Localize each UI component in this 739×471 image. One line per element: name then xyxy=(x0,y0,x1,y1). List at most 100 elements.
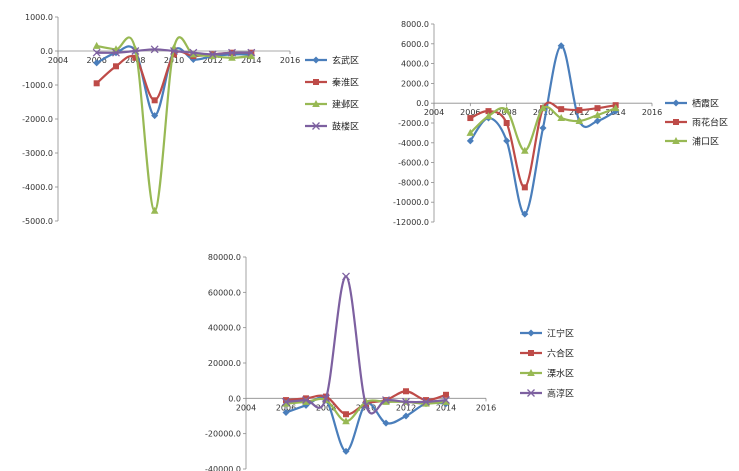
data-point xyxy=(402,412,410,420)
data-point xyxy=(228,48,236,57)
data-point xyxy=(576,107,583,114)
data-point xyxy=(189,50,198,58)
data-point xyxy=(485,108,492,115)
legend-marker xyxy=(312,56,320,64)
y-tick-label: 4000.0 xyxy=(401,60,429,69)
data-point xyxy=(484,112,493,120)
data-point xyxy=(92,48,101,57)
y-tick-label: -12000.0 xyxy=(393,218,429,227)
y-tick-label: 0.0 xyxy=(228,394,241,403)
data-point xyxy=(502,106,511,114)
x-tick-label: 2016 xyxy=(476,403,496,412)
data-point xyxy=(557,42,565,50)
data-point xyxy=(302,397,310,405)
data-point xyxy=(422,399,430,407)
legend-marker xyxy=(312,100,320,107)
data-point xyxy=(342,272,350,281)
data-point xyxy=(382,397,390,405)
legend-entry: 溧水区 xyxy=(520,368,574,380)
legend-marker xyxy=(527,389,535,397)
data-point xyxy=(442,397,450,405)
x-tick-label: 2008 xyxy=(316,403,336,412)
legend-marker xyxy=(673,119,679,125)
data-point xyxy=(228,53,236,61)
y-tick-label: 1000.0 xyxy=(25,13,53,22)
data-point xyxy=(402,397,410,406)
y-tick-label: -6000.0 xyxy=(398,159,429,168)
y-tick-label: -10000.0 xyxy=(393,198,429,207)
data-point xyxy=(503,137,511,145)
data-point xyxy=(282,408,290,416)
data-point xyxy=(342,447,350,455)
y-tick-label: -40000.0 xyxy=(205,465,241,471)
legend-label: 浦口区 xyxy=(692,136,719,148)
data-point xyxy=(208,52,217,60)
data-point xyxy=(170,43,178,51)
data-point xyxy=(442,396,450,405)
series-1 xyxy=(466,42,620,218)
legend-marker xyxy=(527,369,535,376)
legend-entry: 江宁区 xyxy=(520,328,574,340)
legend-label: 鼓楼区 xyxy=(332,121,359,133)
data-point xyxy=(382,396,390,405)
data-point xyxy=(521,184,528,191)
x-tick-label: 2012 xyxy=(202,56,222,65)
legend-label: 秦淮区 xyxy=(332,77,359,89)
data-point xyxy=(132,54,139,61)
data-point xyxy=(151,97,158,104)
legend-entry: 六合区 xyxy=(520,348,574,360)
data-point xyxy=(539,124,547,132)
chart-3: 80000.0 60000.0 40000.0 20000.0 0.0 -20000.0 -… xyxy=(205,253,574,471)
y-tick-label: -4000.0 xyxy=(22,183,53,192)
data-point xyxy=(503,120,510,126)
x-tick-label: 2016 xyxy=(280,56,300,65)
data-point xyxy=(382,419,390,427)
y-tick-label: 2000.0 xyxy=(401,79,429,88)
legend-entry: 建邺区 xyxy=(305,99,359,111)
data-point xyxy=(302,396,310,405)
data-point xyxy=(575,117,584,125)
legend-label: 建邺区 xyxy=(332,99,359,111)
data-point xyxy=(171,51,177,58)
y-tick-label: 8000.0 xyxy=(401,20,429,29)
legend-label: 雨花台区 xyxy=(692,117,728,129)
legend-label: 江宁区 xyxy=(547,328,574,340)
y-tick-label: 0.0 xyxy=(416,99,429,108)
data-point xyxy=(93,80,100,87)
y-tick-label: 80000.0 xyxy=(208,253,241,262)
data-point xyxy=(611,104,620,112)
legend-marker xyxy=(313,79,319,85)
data-point xyxy=(150,206,159,214)
legend-label: 高淳区 xyxy=(547,388,574,400)
data-point xyxy=(521,210,529,218)
legend-entry: 浦口区 xyxy=(665,136,719,148)
data-point xyxy=(170,47,178,55)
y-tick-label: -20000.0 xyxy=(205,430,241,439)
data-point xyxy=(151,112,159,120)
data-point xyxy=(92,41,101,49)
data-point xyxy=(93,59,101,67)
x-tick-label: 2010 xyxy=(533,108,553,117)
data-point xyxy=(557,114,565,122)
data-point xyxy=(247,48,256,57)
x-tick-label: 2004 xyxy=(48,56,68,65)
y-tick-label: -5000.0 xyxy=(22,217,53,226)
data-point xyxy=(131,47,140,55)
data-point xyxy=(208,50,217,59)
legend-entry: 玄武区 xyxy=(305,55,359,67)
x-tick-label: 2004 xyxy=(424,108,444,117)
x-tick-label: 2006 xyxy=(276,403,296,412)
x-tick-label: 2006 xyxy=(460,108,480,117)
data-point xyxy=(467,115,474,122)
series-line xyxy=(96,36,252,212)
y-tick-label: -8000.0 xyxy=(398,178,429,187)
x-tick-label: 2014 xyxy=(436,403,456,412)
legend-marker xyxy=(527,329,535,337)
data-point xyxy=(443,391,449,398)
data-point xyxy=(342,417,350,425)
y-tick-label: -2000.0 xyxy=(398,119,429,128)
chart-1: 1000.0 0.0 -1000.0 -2000.0 -3000.0 -4000.0 -50… xyxy=(22,13,359,226)
data-point xyxy=(322,394,330,403)
y-tick-label: -4000.0 xyxy=(398,139,429,148)
